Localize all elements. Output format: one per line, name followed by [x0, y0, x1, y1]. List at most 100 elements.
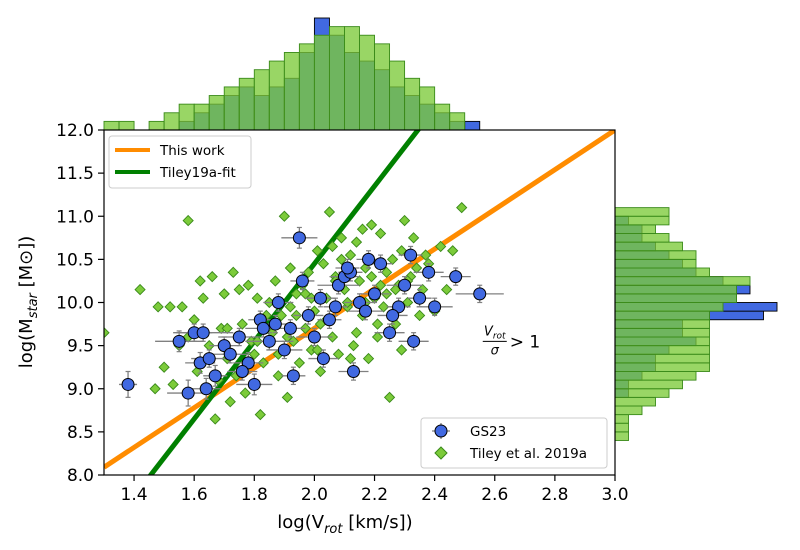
tiley-point	[353, 275, 366, 287]
gs23-point	[268, 317, 282, 331]
gs23-point	[277, 343, 291, 357]
vrot-sigma-annotation: Vrot σ > 1	[482, 324, 540, 358]
hist-x-tiley-bar	[118, 120, 135, 131]
hist-x-tiley-bar	[223, 86, 240, 131]
y-tick-label: 12.0	[56, 121, 94, 141]
hist-x-tiley-bar	[328, 26, 345, 131]
right-histogram	[614, 207, 778, 441]
hist-x-tiley-bar	[268, 60, 285, 131]
tiley-point	[239, 387, 251, 399]
tiley-point	[395, 344, 408, 356]
legend-this-work-label: This work	[159, 143, 225, 159]
tiley-point	[362, 352, 375, 365]
tiley-point	[407, 232, 420, 244]
hist-y-tiley-bar	[614, 224, 656, 234]
y-tick-label: 10.5	[56, 250, 94, 270]
hist-y-tiley-bar	[614, 207, 670, 217]
hist-x-tiley-bar	[148, 120, 165, 131]
tiley-point	[269, 275, 281, 287]
hist-x-tiley-bar	[313, 34, 330, 131]
gs23-point	[208, 369, 222, 383]
gs23-point	[328, 300, 342, 314]
tiley-fit-line	[147, 130, 422, 475]
y-axis-label: log(Mstar [M⊙])	[16, 236, 41, 369]
legend-gs23-label: GS23	[470, 424, 506, 440]
tiley-point	[176, 301, 188, 313]
tiley-point	[197, 292, 209, 304]
tiley-point	[335, 232, 348, 244]
tiley-point	[365, 270, 378, 283]
gs23-point	[256, 321, 270, 335]
gs23-point	[307, 330, 321, 344]
gs23-point	[374, 257, 388, 271]
gs23-point	[202, 352, 216, 366]
tiley-point	[221, 322, 233, 335]
hist-y-tiley-bar	[614, 431, 629, 441]
y-tick-label: 8.0	[67, 466, 94, 486]
annotation-numerator: Vrot	[484, 324, 506, 341]
gs23-series	[119, 226, 504, 407]
tiley-point	[236, 318, 248, 330]
tiley-point	[377, 301, 390, 313]
tiley-point	[149, 383, 161, 395]
gs23-point	[172, 334, 186, 348]
gs23-point	[398, 278, 412, 292]
tiley-point	[194, 275, 206, 287]
tiley-point	[447, 245, 459, 257]
tiley-point	[350, 236, 363, 248]
tiley-point	[281, 391, 293, 404]
hist-x-tiley-bar	[419, 86, 436, 131]
tiley-point	[242, 279, 254, 291]
tiley-point	[248, 348, 260, 360]
hist-x-tiley-bar	[103, 120, 120, 131]
gs23-point	[473, 287, 487, 301]
hist-y-tiley-bar	[614, 414, 629, 424]
gs23-point	[262, 334, 276, 348]
annotation-relation: > 1	[510, 332, 540, 352]
tiley-point	[275, 309, 287, 322]
gs23-point	[283, 321, 297, 335]
hist-y-tiley-bar	[614, 336, 710, 347]
gs23-point	[386, 308, 400, 322]
legend-tiley-fit-label: Tiley19a-fit	[159, 165, 236, 181]
hist-x-tiley-bar	[298, 43, 315, 131]
tiley-point	[441, 283, 453, 296]
tiley-point	[218, 288, 230, 300]
tiley-point	[104, 327, 110, 339]
tiley-point	[323, 206, 336, 218]
hist-y-tiley-bar	[614, 379, 683, 390]
hist-x-tiley-bar	[163, 112, 180, 131]
tiley-point	[284, 262, 297, 274]
tiley-point	[395, 245, 408, 257]
gs23-point	[199, 382, 213, 396]
gs23-point	[223, 347, 237, 361]
hist-x-tiley-bar	[253, 69, 270, 131]
gs23-point	[286, 369, 300, 383]
annotation-denominator: σ	[491, 343, 500, 358]
tiley-point	[344, 352, 357, 365]
gs23-point	[235, 365, 249, 378]
tiley-point	[257, 357, 269, 369]
hist-y-tiley-bar	[614, 284, 737, 295]
tiley-point	[206, 270, 218, 283]
tiley-point	[326, 240, 339, 253]
gs23-point	[362, 252, 376, 266]
hist-x-tiley-bar	[238, 77, 255, 131]
tiley-point	[272, 370, 284, 382]
tiley-point	[317, 258, 330, 270]
hist-x-tiley-bar	[344, 26, 360, 131]
tiley-point	[410, 262, 423, 274]
hist-x-tiley-bar	[449, 112, 466, 131]
legend-points: GS23 Tiley et al. 2019a	[420, 417, 608, 469]
y-tick-label: 11.5	[56, 164, 94, 184]
tiley-point	[251, 292, 263, 304]
gs23-point	[232, 330, 246, 344]
hist-y-tiley-bar	[614, 276, 751, 286]
hist-x-gs23-bar	[464, 120, 481, 131]
hist-y-tiley-bar	[614, 215, 670, 226]
tiley-point	[311, 344, 324, 356]
hist-y-tiley-bar	[614, 310, 710, 321]
tiley-point	[278, 210, 290, 222]
x-tick-label: 1.6	[181, 485, 208, 505]
gs23-point	[181, 386, 195, 400]
